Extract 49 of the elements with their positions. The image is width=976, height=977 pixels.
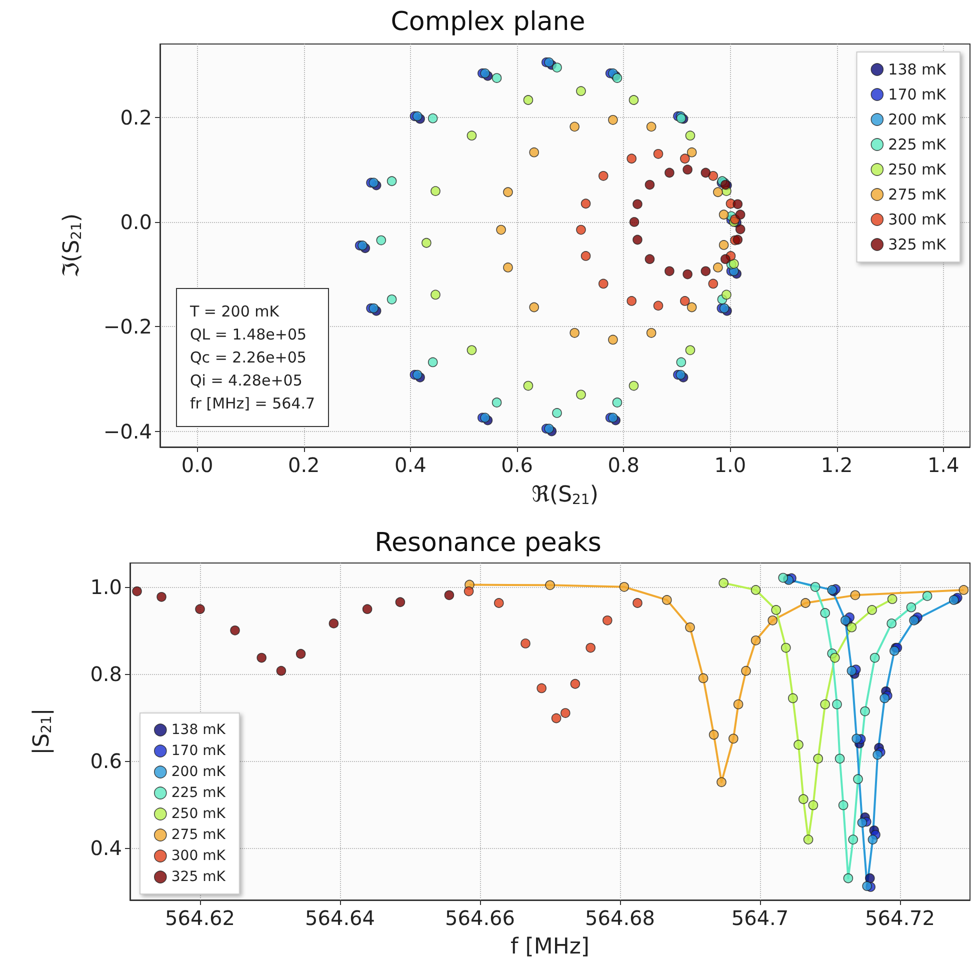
- legend-label: 200 mK: [171, 764, 226, 780]
- y-tick-label: 0.0: [120, 210, 152, 234]
- x-axis-title: ℜ(S21): [532, 482, 598, 508]
- x-tick-label: 564.72: [865, 906, 935, 930]
- y-tick-label: 0.6: [90, 748, 122, 773]
- y-axis-title: |S21|: [30, 708, 55, 755]
- legend-label: 275 mK: [171, 827, 226, 843]
- x-tick-label: 564.66: [445, 906, 515, 930]
- legend-label: 138 mK: [888, 60, 948, 78]
- legend-label: 325 mK: [888, 236, 948, 254]
- legend-label: 300 mK: [888, 210, 948, 228]
- x-tick-label: 0.4: [394, 453, 426, 477]
- x-axis-title: f [MHz]: [510, 934, 590, 960]
- legend-label: 200 mK: [888, 110, 948, 128]
- x-tick-label: 0.0: [181, 453, 214, 477]
- chart-title: Complex plane: [390, 7, 586, 37]
- x-tick-label: 1.2: [820, 453, 853, 477]
- annotation: T = 200 mK: [189, 302, 280, 320]
- annotation: fr [MHz] = 564.7: [190, 394, 316, 412]
- x-tick-label: 564.64: [305, 906, 375, 930]
- legend-label: 275 mK: [888, 186, 948, 204]
- legend-label: 225 mK: [171, 785, 226, 801]
- y-tick-label: −0.4: [103, 419, 152, 444]
- annotation: Qc = 2.26e+05: [190, 348, 306, 366]
- x-tick-label: 0.6: [501, 453, 533, 477]
- annotation: QL = 1.48e+05: [190, 326, 307, 344]
- chart-title: Resonance peaks: [374, 528, 602, 558]
- x-tick-label: 1.4: [927, 453, 960, 477]
- x-tick-label: 564.68: [585, 906, 655, 930]
- x-tick-label: 564.7: [731, 906, 789, 930]
- annotation: Qi = 4.28e+05: [190, 372, 302, 390]
- y-tick-label: 0.4: [90, 836, 122, 860]
- legend-label: 250 mK: [171, 806, 226, 822]
- x-tick-label: 564.62: [165, 906, 235, 930]
- y-tick-label: 0.2: [120, 105, 152, 130]
- y-tick-label: 1.0: [90, 574, 122, 599]
- legend-label: 325 mK: [171, 869, 226, 885]
- y-axis-title: ℑ(S21): [60, 213, 85, 278]
- legend-label: 225 mK: [888, 136, 948, 154]
- legend-label: 170 mK: [888, 86, 948, 104]
- x-tick-label: 0.2: [288, 453, 320, 477]
- legend-label: 250 mK: [888, 160, 948, 178]
- y-tick-label: −0.2: [103, 314, 152, 339]
- legend-label: 300 mK: [171, 848, 226, 864]
- legend-label: 138 mK: [171, 722, 226, 738]
- x-tick-label: 0.8: [608, 453, 640, 477]
- y-tick-label: 0.8: [90, 662, 122, 686]
- legend-label: 170 mK: [171, 743, 226, 759]
- x-tick-label: 1.0: [714, 453, 746, 477]
